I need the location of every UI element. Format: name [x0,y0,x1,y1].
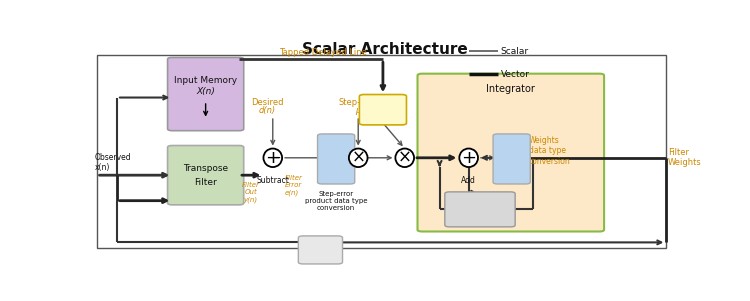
FancyBboxPatch shape [359,95,407,125]
Text: X(n): X(n) [196,87,215,96]
Ellipse shape [459,148,478,167]
Text: Add: Add [461,176,476,185]
Text: Step-Size: Step-Size [338,98,378,107]
Text: Conj.(.): Conj.(.) [368,105,398,114]
FancyBboxPatch shape [418,74,604,231]
Text: Delays: Delays [306,250,334,259]
FancyBboxPatch shape [167,145,244,205]
Text: ×: × [351,149,365,167]
Text: Filter: Filter [194,178,217,187]
Text: Integrator: Integrator [486,84,536,94]
Bar [97,55,666,248]
Text: +: + [266,149,280,167]
Text: Filter
Weights: Filter Weights [668,148,702,167]
Text: Scalar: Scalar [501,47,529,56]
Text: Delay: Delay [468,209,492,219]
Text: Scalar Architecture: Scalar Architecture [302,42,467,57]
Text: Data: Data [327,149,346,158]
Text: Transpose: Transpose [183,164,228,173]
Text: Input Memory: Input Memory [174,76,237,85]
Text: Filter
Error
e(n): Filter Error e(n) [285,175,303,196]
Text: Type: Type [503,160,520,169]
Text: Vector: Vector [501,70,530,79]
Text: μ: μ [356,106,361,115]
Text: ×: × [398,149,412,167]
Text: Type: Type [328,160,345,169]
Text: Filter
Out
y(n): Filter Out y(n) [242,182,260,203]
FancyBboxPatch shape [445,192,515,227]
Text: d(n): d(n) [259,106,275,115]
Text: Step-error
product data type
conversion: Step-error product data type conversion [305,191,368,211]
FancyBboxPatch shape [298,236,343,264]
FancyBboxPatch shape [493,134,530,184]
FancyBboxPatch shape [167,57,244,131]
Ellipse shape [263,148,282,167]
Text: +: + [461,149,476,167]
Text: Observed
x(n): Observed x(n) [95,153,131,172]
Ellipse shape [395,148,414,167]
Text: Unit: Unit [472,200,488,209]
Text: Data: Data [503,149,521,158]
Text: Subtract: Subtract [256,176,290,185]
Text: Desired: Desired [251,98,284,107]
FancyBboxPatch shape [317,134,355,184]
Text: −: − [270,151,281,165]
Text: Tapped Delayed Line: Tapped Delayed Line [280,48,368,57]
Text: D: D [316,240,324,250]
Ellipse shape [349,148,368,167]
Text: Weights
data type
conversion: Weights data type conversion [529,136,570,166]
